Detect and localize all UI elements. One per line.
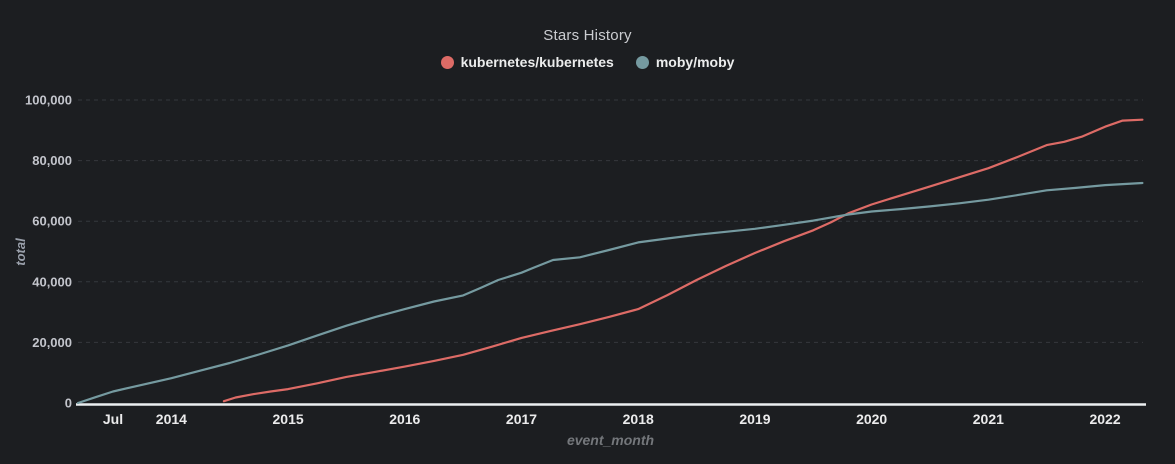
x-tick-label: 2021 [973,411,1004,427]
y-tick-label: 80,000 [32,153,72,168]
chart-title: Stars History [543,27,632,44]
x-tick-label: 2019 [739,411,770,427]
y-tick-label: 0 [65,396,72,411]
legend: kubernetes/kubernetes moby/moby [0,54,1175,70]
legend-item-label: moby/moby [655,54,735,70]
legend-item-moby-moby[interactable]: moby/moby [635,54,735,70]
legend-item-label: kubernetes/kubernetes [460,54,614,70]
x-tick-label: 2017 [506,411,537,427]
y-tick-label: 60,000 [32,214,72,229]
x-tick-label: 2018 [623,411,654,427]
x-tick-label: 2016 [389,411,420,427]
x-axis-title: event_month [567,432,654,448]
x-tick-label: 2015 [273,411,304,427]
legend-marker-icon [440,55,454,69]
legend-marker-icon [635,55,649,69]
x-tick-label: 2020 [856,411,887,427]
x-tick-label: Jul [103,411,123,427]
x-tick-label: 2022 [1089,411,1120,427]
y-tick-label: 20,000 [32,335,72,350]
series-line-kubernetes-kubernetes [222,118,1144,403]
y-tick-label: 40,000 [32,274,72,289]
series-line-moby-moby [76,181,1144,405]
y-axis-title: total [13,238,28,266]
legend-item-kubernetes-kubernetes[interactable]: kubernetes/kubernetes [440,54,614,70]
x-tick-label: 2014 [156,411,187,427]
y-tick-label: 100,000 [25,93,72,108]
